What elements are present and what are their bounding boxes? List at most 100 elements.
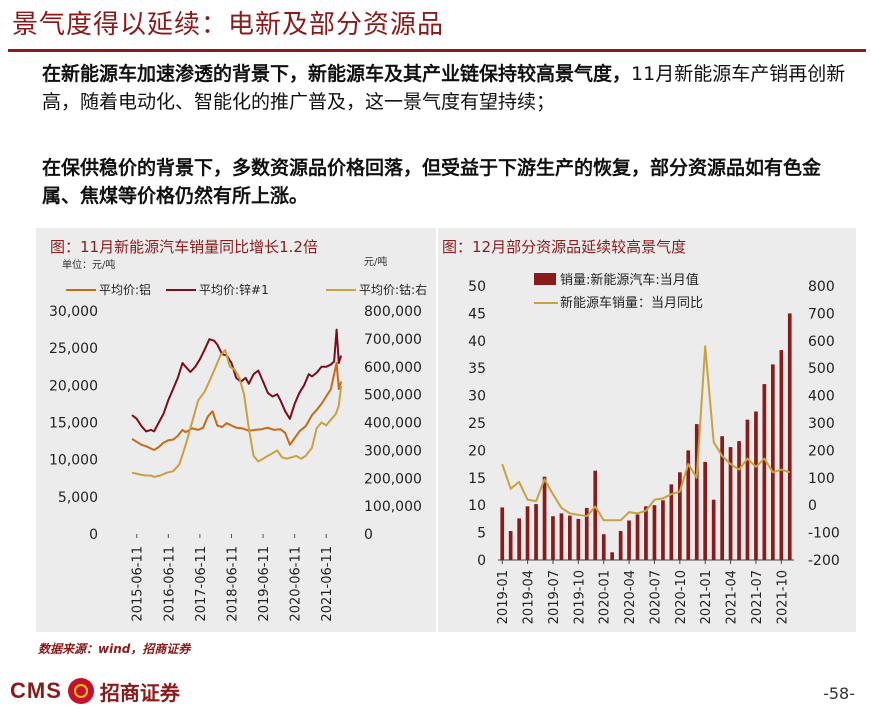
logo-cn-text: 招商证券	[99, 680, 180, 705]
x-tick-label: 2020-10	[674, 570, 689, 624]
bar	[500, 507, 505, 560]
y-left-tick: 35	[468, 361, 486, 377]
bar	[694, 424, 699, 560]
bar	[551, 516, 555, 560]
x-tick-label: 2021-07	[750, 570, 765, 624]
y-left-tick: 10,000	[49, 453, 98, 469]
y-right-tick: 500,000	[364, 388, 422, 404]
chart-panel-metals: 图：11月新能源汽车销量同比增长1.2倍 单位：元/吨 元/吨 平均价:铝 平均价:锌#…	[36, 228, 436, 632]
y-left-tick: 5	[477, 526, 486, 542]
chart-title: 图：12月部分资源品延续较高景气度	[442, 238, 686, 256]
bar	[525, 506, 530, 560]
bar	[762, 384, 767, 560]
y-right-tick: 200	[808, 443, 835, 459]
paragraph-resources: 在保供稳价的背景下，多数资源品价格回落，但受益于下游生产的恢复，部分资源品如有色…	[42, 157, 822, 207]
company-logo: CMS 招商证券	[10, 676, 180, 706]
bar	[584, 507, 589, 560]
bar	[737, 441, 741, 560]
bar	[618, 531, 623, 560]
bar	[779, 350, 784, 560]
unit-left-label: 单位：元/吨	[62, 258, 115, 271]
x-tick-label: 2019-06-11	[257, 546, 272, 622]
y-right-tick: 700	[808, 306, 835, 322]
y-right-tick: 600,000	[364, 360, 422, 376]
x-tick-label: 2017-06-11	[194, 546, 209, 622]
bar	[703, 461, 707, 560]
bar	[635, 514, 640, 560]
bar	[644, 506, 648, 560]
y-left-tick: 25,000	[49, 341, 98, 357]
y-right-tick: 700,000	[364, 332, 422, 348]
y-right-tick: 200,000	[364, 471, 422, 487]
bar	[508, 531, 513, 560]
x-tick-label: 2021-04	[725, 570, 740, 624]
bar	[568, 515, 572, 560]
bar	[678, 472, 682, 560]
data-source: 数据来源：wind，招商证券	[38, 642, 191, 656]
legend-label: 平均价:锌#1	[199, 283, 269, 297]
y-left-tick: 15,000	[49, 416, 98, 432]
bar	[669, 484, 674, 560]
unit-right-label: 元/吨	[364, 255, 387, 268]
paragraph-ev-rest: 11月新能源车产销再创新高，随着电动化、智能化的推广普及，这一景气度有望持续；	[42, 63, 846, 113]
y-right-tick: 400,000	[364, 416, 422, 432]
x-tick-label: 2019-04	[522, 570, 537, 624]
legend-label: 平均价:铝	[99, 282, 151, 297]
bar	[652, 505, 657, 560]
y-left-tick: 10	[468, 498, 486, 514]
bar	[728, 447, 733, 560]
bar	[534, 504, 538, 560]
y-left-tick: 20	[468, 443, 486, 459]
legend-label: 平均价:钴:右	[359, 282, 427, 297]
bar	[787, 313, 792, 560]
bar	[601, 534, 606, 560]
y-right-tick: 800,000	[364, 304, 422, 320]
legend-label: 新能源车销量：当月同比	[560, 295, 703, 311]
chart-panel-nev: 图：12月部分资源品延续较高景气度 销量:新能源汽车:当月值 新能源车销量：当月同比…	[438, 228, 856, 632]
bar	[627, 520, 631, 560]
y-left-tick: 0	[477, 553, 486, 569]
x-tick-label: 2015-06-11	[131, 546, 146, 622]
x-tick-label: 2020-01	[598, 570, 613, 624]
x-tick-label: 2020-06-11	[289, 546, 304, 622]
legend-swatch	[534, 273, 556, 285]
x-tick-label: 2020-07	[648, 570, 663, 624]
x-tick-label: 2020-04	[623, 570, 638, 624]
series-line	[131, 328, 343, 433]
paragraph-ev-bold: 在新能源车加速渗透的背景下，新能源车及其产业链保持较高景气度，	[42, 63, 632, 85]
y-left-tick: 30	[468, 389, 486, 405]
bar	[542, 476, 547, 560]
bar	[559, 513, 564, 560]
nev-sales-chart: 图：12月部分资源品延续较高景气度销量:新能源汽车:当月值新能源车销量：当月同比…	[442, 238, 840, 624]
y-left-tick: 20,000	[49, 378, 98, 394]
series-line	[131, 362, 343, 451]
bar	[686, 450, 691, 560]
y-right-tick: 400	[808, 389, 835, 405]
bar	[754, 411, 758, 560]
y-left-tick: 25	[468, 416, 486, 432]
page-number: -58-	[823, 684, 855, 703]
bar	[576, 518, 581, 560]
y-right-tick: 0	[808, 498, 817, 514]
bar	[771, 364, 775, 560]
y-left-tick: 15	[468, 471, 486, 487]
x-tick-label: 2021-06-11	[320, 546, 335, 622]
y-right-tick: 100	[808, 471, 835, 487]
y-right-tick: 800	[808, 279, 835, 295]
paragraph-ev: 在新能源车加速渗透的背景下，新能源车及其产业链保持较高景气度，11月新能源车产销…	[42, 60, 852, 116]
y-left-tick: 40	[468, 334, 486, 350]
y-right-tick: 300	[808, 416, 835, 432]
y-left-tick: 50	[468, 279, 486, 295]
y-left-tick: 5,000	[58, 490, 98, 506]
series-line	[131, 349, 343, 478]
x-tick-label: 2021-01	[699, 570, 714, 624]
title-divider	[8, 49, 866, 52]
y-right-tick: -100	[808, 526, 840, 542]
bar	[720, 436, 724, 560]
y-right-tick: 0	[364, 527, 373, 543]
logo-emblem-icon	[67, 678, 94, 704]
y-left-tick: 45	[468, 306, 486, 322]
bar	[593, 470, 598, 560]
y-left-tick: 0	[89, 527, 98, 543]
